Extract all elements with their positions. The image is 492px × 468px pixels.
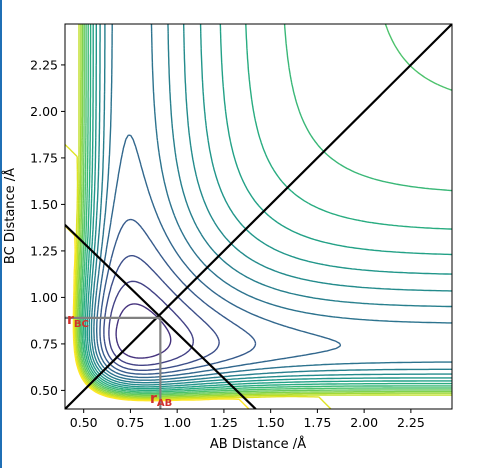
diagonal-line (65, 24, 452, 409)
annotation-r-bc-sub: BC (74, 319, 89, 330)
contour-level (65, 225, 250, 409)
x-ticks: 0.50 0.75 1.00 1.25 1.50 1.75 2.00 2.25 (70, 409, 425, 430)
annotation-r-ab: rAB (150, 391, 172, 409)
y-tick-label: 1.00 (30, 290, 58, 305)
contour-level (96, 134, 342, 379)
y-tick-label: 1.25 (30, 243, 58, 258)
contour-level (88, 24, 452, 386)
x-axis-label: AB Distance /Å (210, 436, 306, 452)
annotation-r-ab-sub: AB (157, 398, 172, 409)
x-tick-label: 0.50 (70, 415, 98, 430)
plot-frame (64, 23, 453, 410)
contour-level (99, 218, 257, 375)
contour-lines (65, 24, 452, 409)
x-tick-label: 2.00 (350, 415, 378, 430)
contour-level (74, 24, 452, 400)
x-tick-label: 0.75 (117, 415, 145, 430)
y-tick-label: 0.50 (30, 383, 58, 398)
contour-level (90, 24, 452, 384)
y-tick-label: 2.25 (30, 57, 58, 72)
contour-level (77, 24, 452, 397)
x-tick-label: 1.00 (163, 415, 191, 430)
x-tick-label: 1.50 (257, 415, 285, 430)
contour-level (83, 24, 452, 392)
contour-level (81, 24, 452, 393)
contour-level (80, 24, 452, 395)
x-tick-label: 1.25 (210, 415, 238, 430)
annotation-r-bc-main: r (67, 312, 74, 328)
annotation-r-ab-main: r (150, 391, 157, 407)
y-axis-label: BC Distance /Å (2, 168, 18, 264)
y-tick-label: 0.75 (30, 336, 58, 351)
y-tick-label: 2.00 (30, 104, 58, 119)
overlay-lines (65, 24, 452, 409)
y-ticks: 0.50 0.75 1.00 1.25 1.50 1.75 2.00 2.25 (30, 57, 65, 398)
x-tick-label: 2.25 (397, 415, 425, 430)
window-edge (0, 0, 2, 468)
x-tick-label: 1.75 (303, 415, 331, 430)
contour-level (76, 24, 452, 398)
y-tick-label: 1.50 (30, 197, 58, 212)
contour-level (65, 144, 332, 409)
contour-level (103, 255, 220, 371)
contour-level (86, 24, 452, 388)
y-tick-label: 1.75 (30, 150, 58, 165)
annotation-r-bc: rBC (67, 312, 89, 330)
contour-level (78, 24, 452, 396)
contour-level (93, 24, 452, 381)
